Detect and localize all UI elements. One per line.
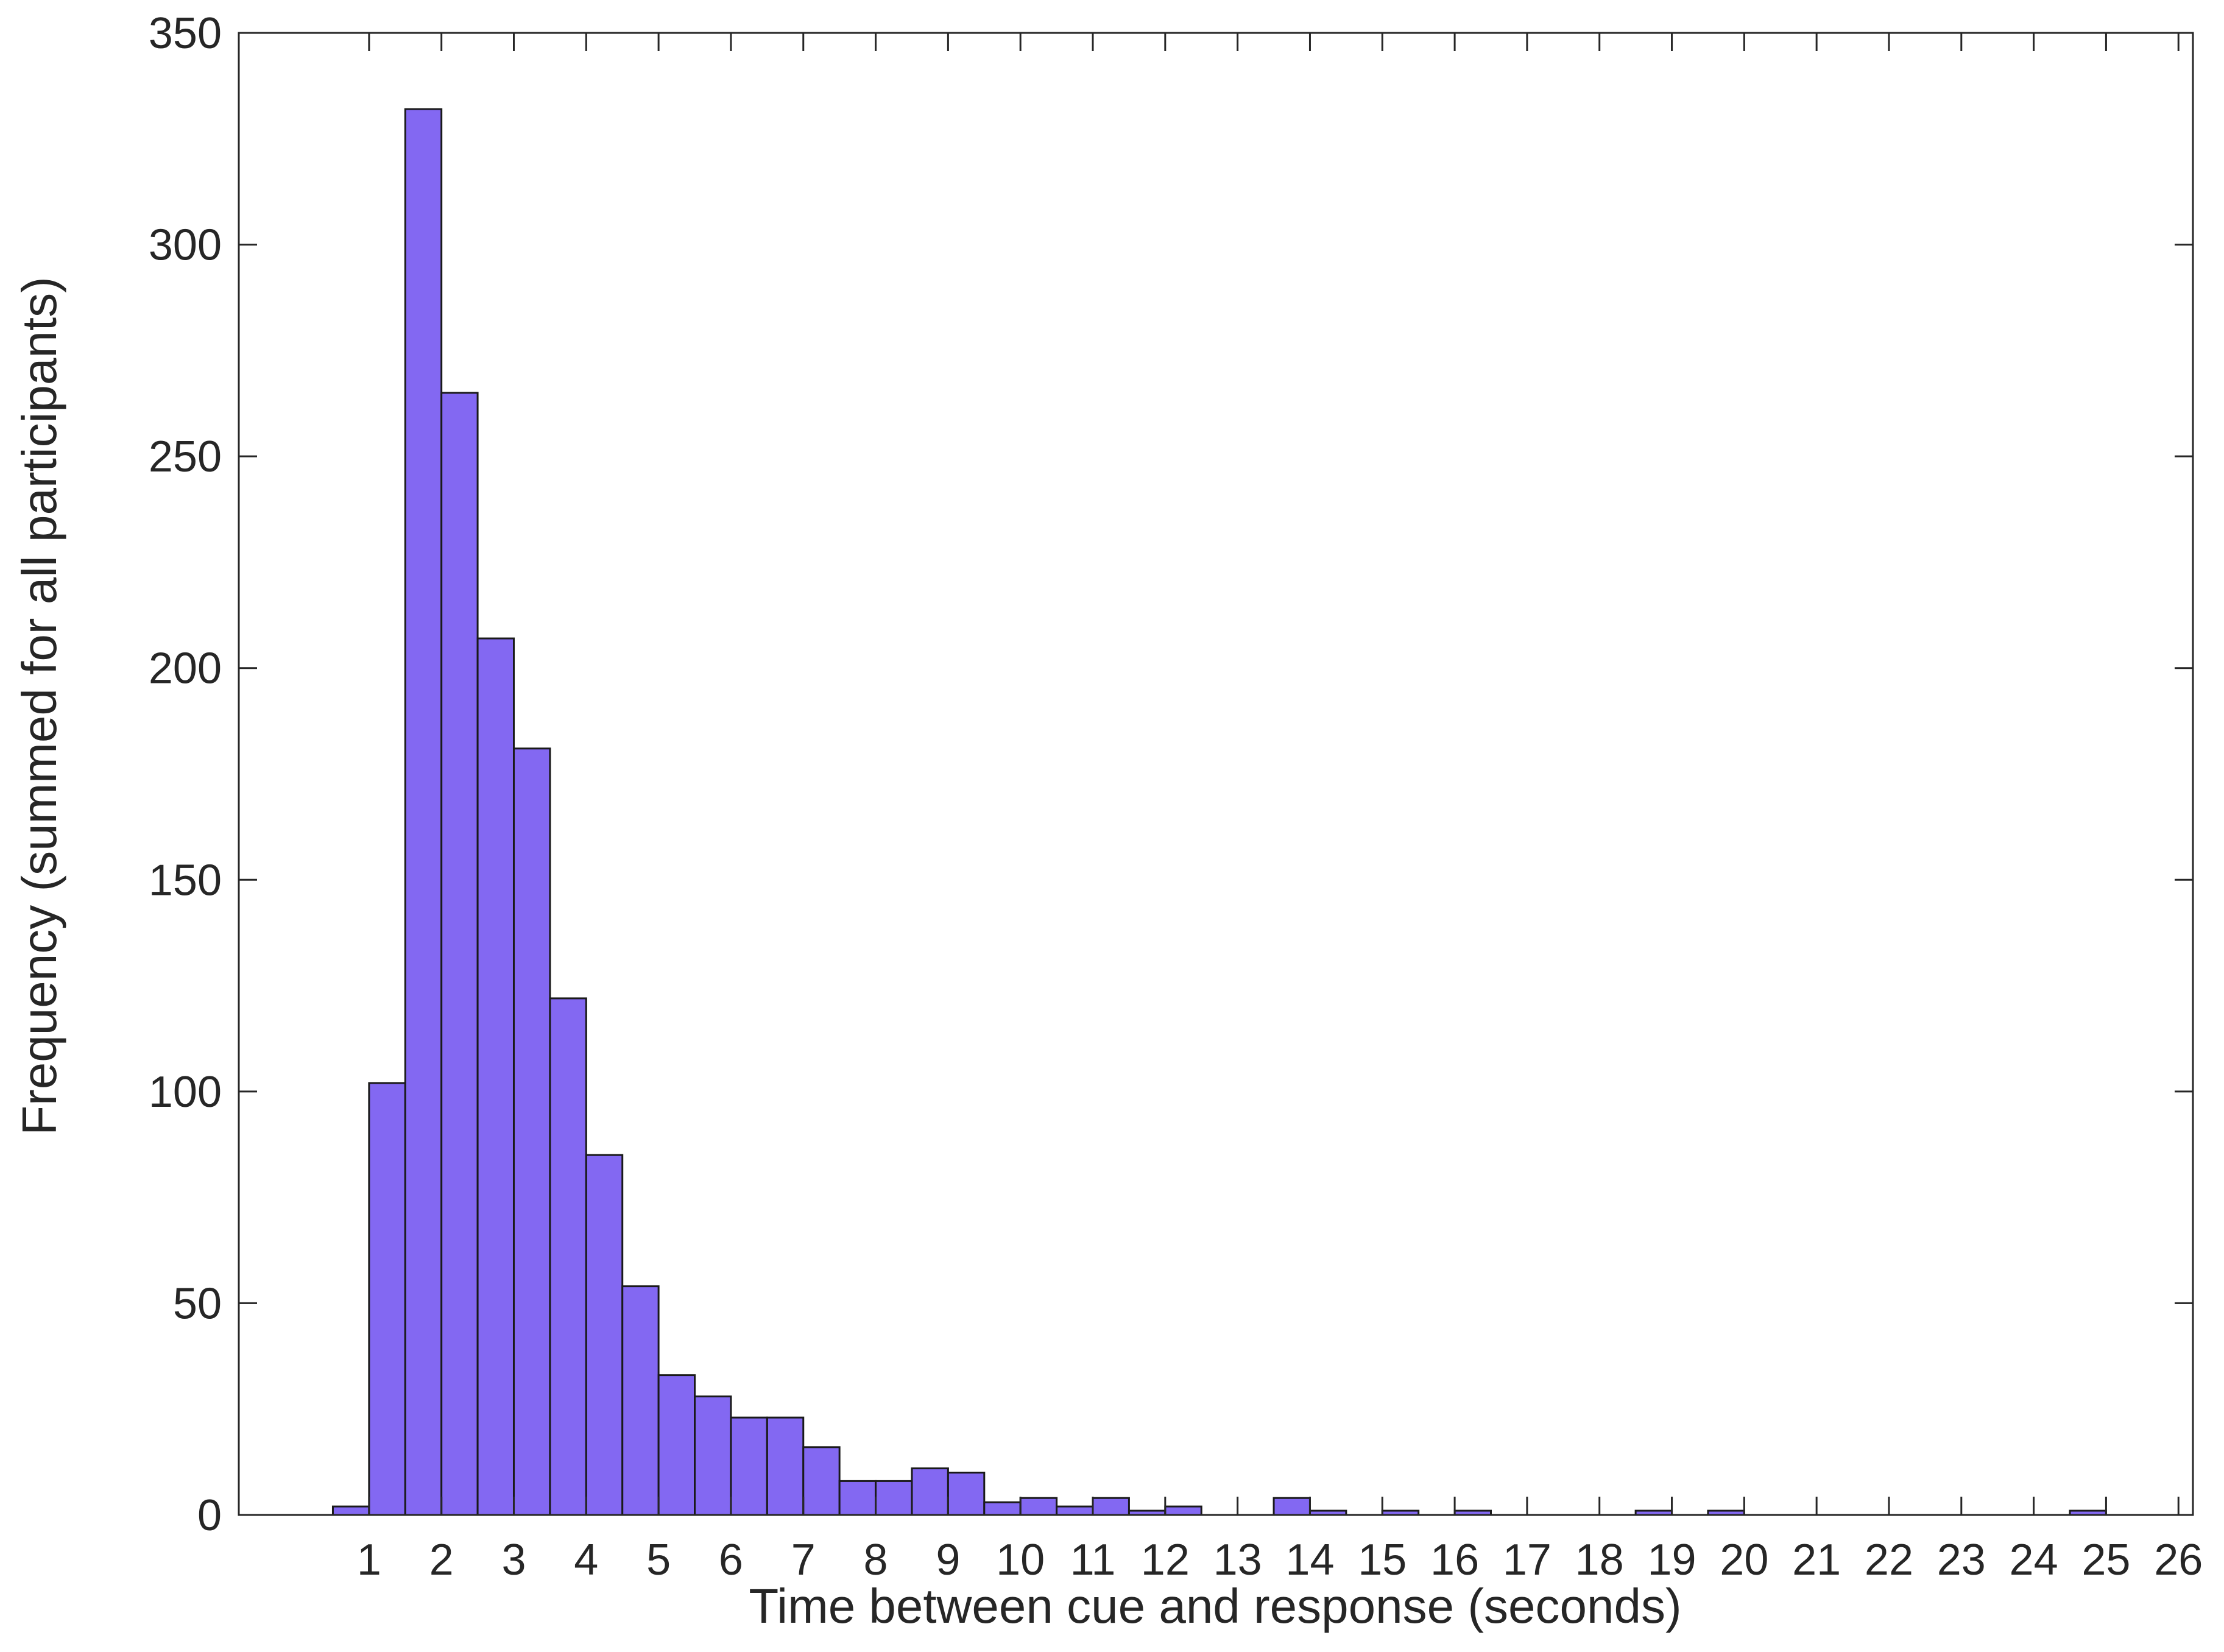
x-tick-label: 8 [864, 1536, 888, 1584]
histogram-bar [549, 997, 587, 1516]
y-tick-label: 300 [149, 221, 222, 270]
y-tick-label: 200 [149, 644, 222, 693]
x-tick-label: 2 [429, 1536, 454, 1584]
histogram-bar [331, 1505, 370, 1516]
x-tick-label: 7 [791, 1536, 816, 1584]
histogram-bar [404, 108, 443, 1516]
x-tick-label: 20 [1720, 1536, 1768, 1584]
x-tick-label: 12 [1141, 1536, 1190, 1584]
histogram-bar [1273, 1497, 1311, 1516]
y-tick-label: 350 [149, 9, 222, 58]
x-tick-label: 15 [1358, 1536, 1407, 1584]
x-tick-label: 16 [1430, 1536, 1479, 1584]
x-tick-label: 4 [574, 1536, 598, 1584]
histogram-bar [911, 1467, 949, 1516]
histogram-bar [476, 637, 515, 1516]
histogram-bar [694, 1395, 732, 1516]
x-ticks-group: 1 2 3 4 5 6 7 8 9 10 11 12 13 14 15 16 17 18 19 20 21 22 23 24 2… [357, 33, 2203, 1584]
histogram-bar [368, 1082, 406, 1516]
y-tick-label: 150 [149, 856, 222, 905]
histogram-bar [875, 1480, 913, 1516]
histogram-bar [512, 747, 551, 1516]
histogram-bar [1056, 1505, 1094, 1516]
x-tick-label: 23 [1937, 1536, 1986, 1584]
x-tick-label: 13 [1213, 1536, 1262, 1584]
x-tick-label: 3 [501, 1536, 526, 1584]
histogram-bar [838, 1480, 877, 1516]
x-tick-label: 25 [2081, 1536, 2130, 1584]
histogram-bar [766, 1416, 805, 1516]
y-axis-label: Frequency (summed for all participants) [12, 277, 66, 1135]
x-tick-label: 26 [2154, 1536, 2203, 1584]
x-tick-label: 21 [1792, 1536, 1841, 1584]
y-tick-label: 250 [149, 432, 222, 481]
plot-frame [238, 32, 2194, 1516]
x-tick-label: 14 [1285, 1536, 1334, 1584]
x-tick-label: 22 [1865, 1536, 1913, 1584]
histogram-bar [585, 1154, 624, 1516]
y-ticks-group: 0 50 100 150 200 250 300 350 [149, 9, 2193, 1540]
axes-group [238, 32, 2194, 1516]
histogram-bar [983, 1501, 1022, 1516]
histogram-bar [1164, 1505, 1202, 1516]
histogram-bar [802, 1446, 841, 1516]
histogram-bar [1092, 1497, 1130, 1516]
x-tick-label: 18 [1575, 1536, 1624, 1584]
x-tick-label: 9 [936, 1536, 960, 1584]
x-axis-label: Time between cue and response (seconds) [749, 1579, 1681, 1633]
y-tick-label: 50 [173, 1279, 222, 1328]
x-tick-label: 11 [1070, 1536, 1116, 1584]
y-tick-label: 0 [197, 1491, 222, 1540]
histogram-bar [621, 1285, 660, 1516]
histogram-bar [657, 1374, 696, 1516]
histogram-bar [947, 1471, 986, 1516]
x-tick-label: 19 [1647, 1536, 1696, 1584]
x-tick-label: 5 [646, 1536, 671, 1584]
histogram-bar [730, 1416, 768, 1516]
y-tick-label: 100 [149, 1068, 222, 1117]
x-tick-label: 24 [2010, 1536, 2058, 1584]
histogram-bar [440, 392, 479, 1516]
x-tick-label: 6 [719, 1536, 743, 1584]
bars-group [331, 108, 2107, 1516]
x-tick-label: 17 [1503, 1536, 1552, 1584]
x-tick-label: 10 [996, 1536, 1045, 1584]
histogram-bar [1019, 1497, 1058, 1516]
x-tick-label: 1 [357, 1536, 381, 1584]
